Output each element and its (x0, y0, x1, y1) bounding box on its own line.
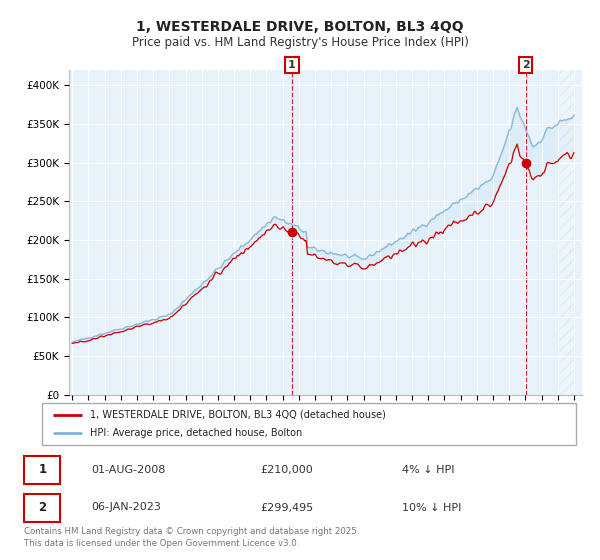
Text: 06-JAN-2023: 06-JAN-2023 (91, 502, 161, 512)
Text: 1, WESTERDALE DRIVE, BOLTON, BL3 4QQ: 1, WESTERDALE DRIVE, BOLTON, BL3 4QQ (136, 20, 464, 34)
Text: 2: 2 (38, 501, 46, 514)
Text: £299,495: £299,495 (260, 502, 314, 512)
Text: 1, WESTERDALE DRIVE, BOLTON, BL3 4QQ (detached house): 1, WESTERDALE DRIVE, BOLTON, BL3 4QQ (de… (90, 410, 386, 420)
Text: 01-AUG-2008: 01-AUG-2008 (91, 465, 166, 475)
FancyBboxPatch shape (23, 493, 61, 521)
Text: Price paid vs. HM Land Registry's House Price Index (HPI): Price paid vs. HM Land Registry's House … (131, 36, 469, 49)
Text: 1: 1 (38, 463, 46, 476)
FancyBboxPatch shape (42, 403, 576, 445)
FancyBboxPatch shape (23, 456, 61, 484)
Text: HPI: Average price, detached house, Bolton: HPI: Average price, detached house, Bolt… (90, 428, 302, 438)
Text: 2: 2 (522, 60, 530, 70)
Text: £210,000: £210,000 (260, 465, 313, 475)
Text: Contains HM Land Registry data © Crown copyright and database right 2025.
This d: Contains HM Land Registry data © Crown c… (24, 527, 359, 548)
Text: 4% ↓ HPI: 4% ↓ HPI (401, 465, 454, 475)
Text: 10% ↓ HPI: 10% ↓ HPI (401, 502, 461, 512)
Text: 1: 1 (288, 60, 296, 70)
